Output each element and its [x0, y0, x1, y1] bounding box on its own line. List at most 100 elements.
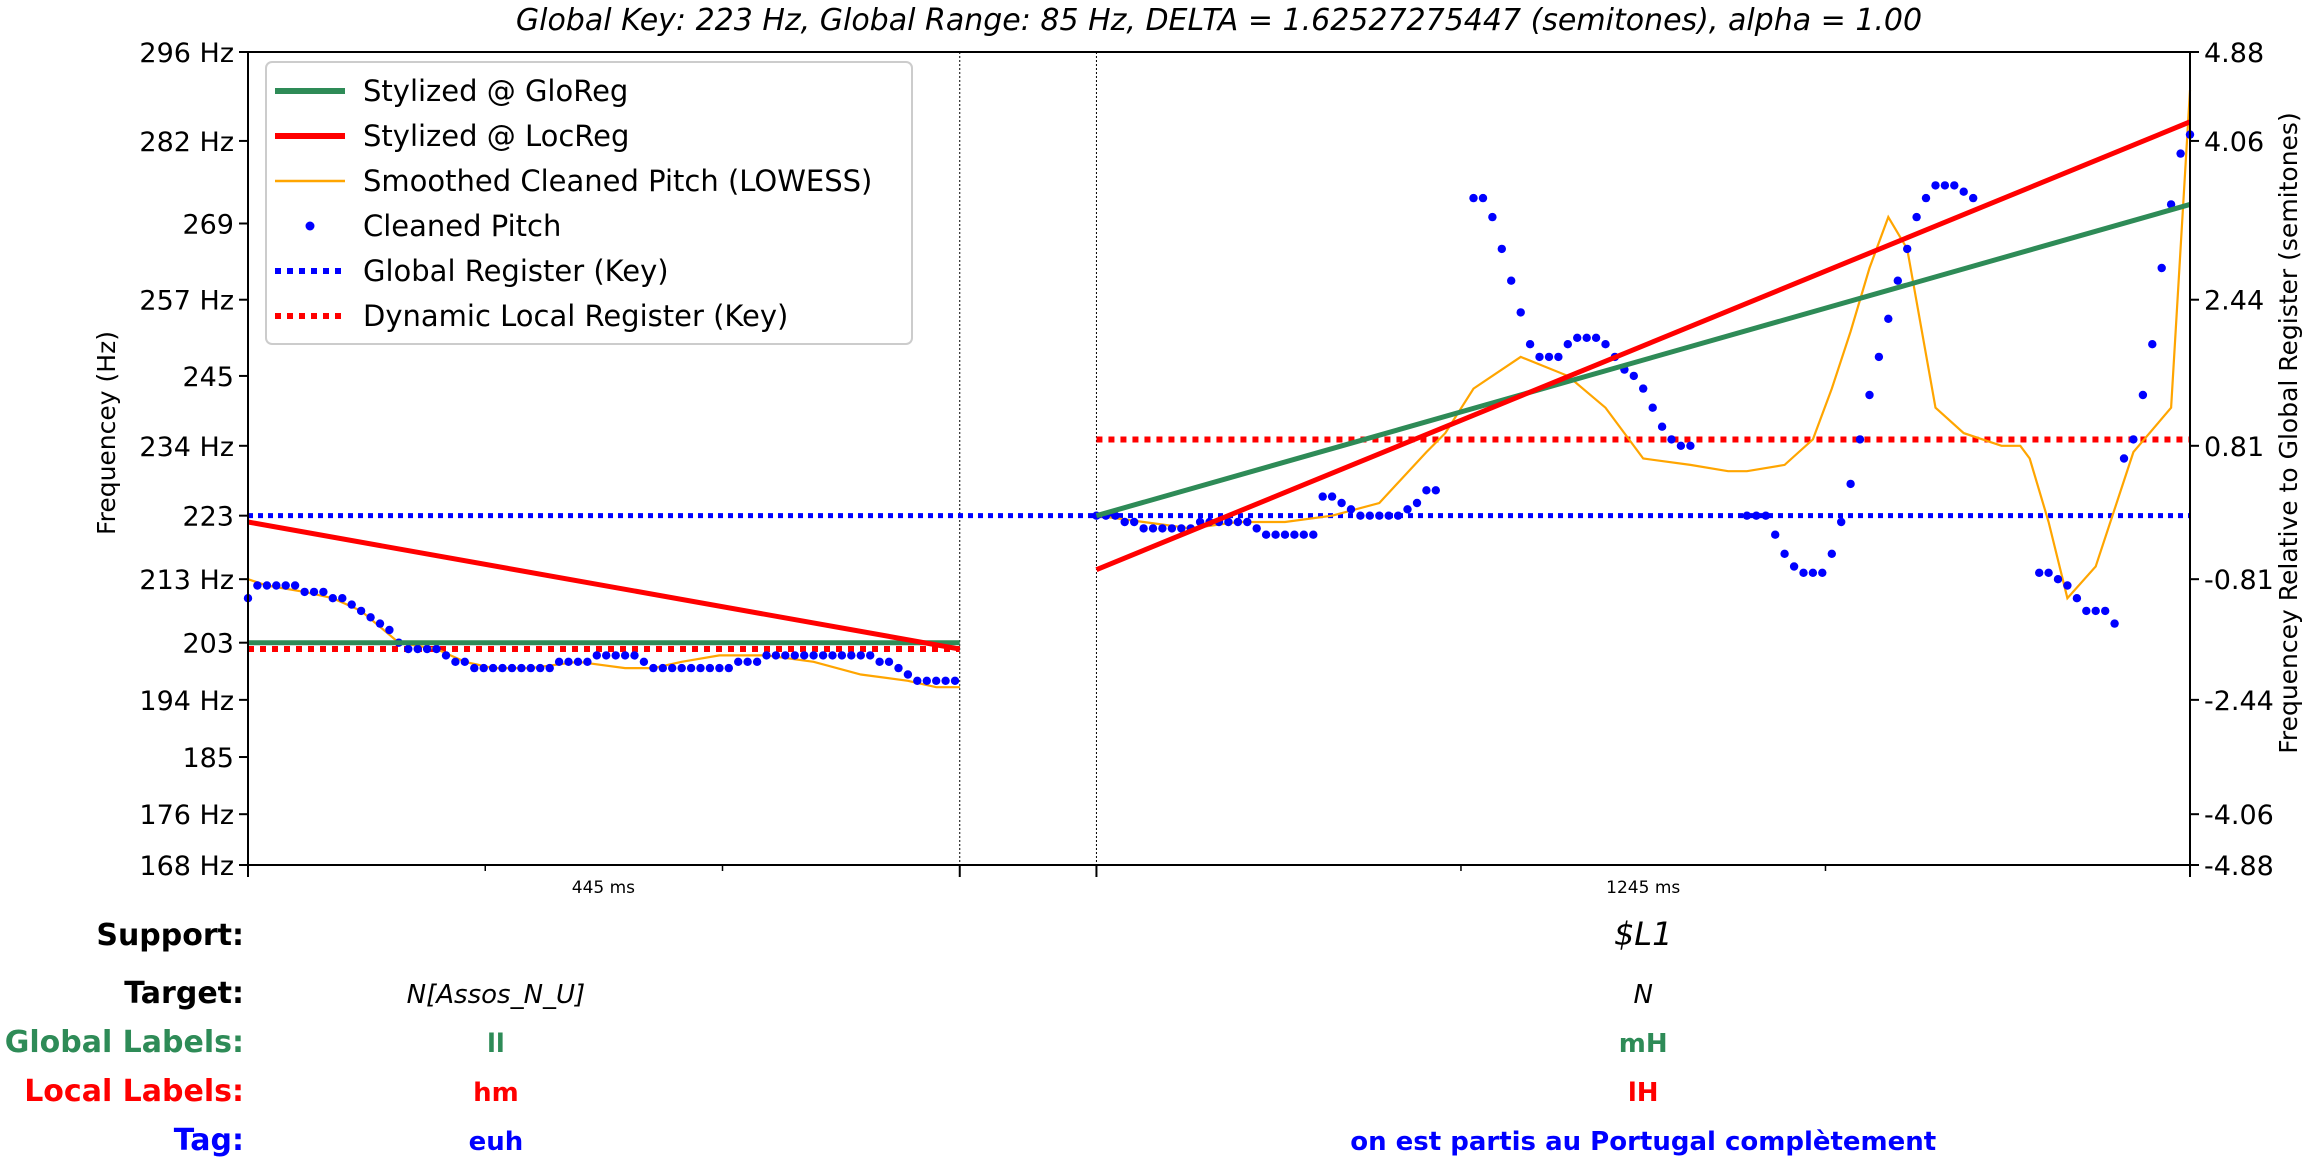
cleaned-pitch-point [620, 651, 630, 660]
row-item-label: $L1 [1614, 915, 1673, 953]
cleaned-pitch-point [1893, 276, 1903, 285]
cleaned-pitch-point [2166, 200, 2176, 209]
cleaned-pitch-point [1921, 193, 1931, 203]
cleaned-pitch-point [1111, 511, 1120, 520]
cleaned-pitch-point [1959, 187, 1968, 196]
cleaned-pitch-point [1469, 193, 1478, 203]
legend: Stylized @ GloReg Stylized @ LocReg Smooth… [265, 61, 913, 345]
cleaned-pitch-point [1752, 511, 1761, 520]
legend-entry-label: Smoothed Cleaned Pitch (LOWESS) [363, 164, 872, 198]
cleaned-pitch-point [913, 676, 922, 685]
cleaned-pitch-point [1422, 486, 1431, 495]
cleaned-pitch-point [1327, 492, 1337, 501]
cleaned-pitch-point [856, 651, 865, 660]
legend-box [265, 61, 913, 345]
row-heading: Target: [124, 976, 244, 1011]
cleaned-pitch-point [262, 581, 272, 590]
legend-entry-label: Stylized @ GloReg [363, 74, 628, 108]
cleaned-pitch-point [2138, 390, 2148, 400]
cleaned-pitch-point [309, 587, 319, 597]
cleaned-pitch-point [2091, 606, 2100, 616]
right-y-tick-label: 0.81 [2204, 432, 2264, 463]
cleaned-pitch-point [686, 663, 696, 673]
cleaned-pitch-point [385, 625, 394, 635]
cleaned-pitch-point [818, 651, 828, 660]
cleaned-pitch-point [2129, 435, 2138, 444]
cleaned-pitch-point [1516, 308, 1525, 317]
cleaned-pitch-point [1676, 441, 1686, 450]
cleaned-pitch-point [602, 651, 611, 660]
annotation-rows: Support: $L1 Target: N[Assos_N_U] N Global La… [5, 915, 1937, 1158]
row-item-label: mH [1619, 1029, 1668, 1059]
cleaned-pitch-point [338, 594, 347, 603]
row-item-label: N [1633, 980, 1652, 1010]
left-y-tick-label: 245 [182, 362, 234, 393]
cleaned-pitch-point [1337, 498, 1346, 508]
cleaned-pitch-point [1290, 530, 1299, 539]
cleaned-pitch-point [1233, 517, 1243, 527]
left-y-tick-label: 176 Hz [139, 800, 234, 831]
cleaned-pitch-point [272, 581, 281, 590]
row-item-label: euh [469, 1127, 524, 1157]
cleaned-pitch-point [1365, 511, 1375, 520]
cleaned-pitch-point [1478, 193, 1488, 203]
cleaned-pitch-point [526, 663, 535, 673]
cleaned-pitch-point [1346, 505, 1356, 514]
cleaned-pitch-point [941, 676, 950, 685]
legend-entry-label: Dynamic Local Register (Key) [363, 299, 788, 333]
cleaned-pitch-point [1818, 568, 1827, 577]
cleaned-pitch-point [1912, 212, 1921, 222]
cleaned-pitch-point [1384, 511, 1393, 520]
left-y-tick-label: 203 [182, 629, 234, 660]
cleaned-pitch-point [677, 663, 686, 673]
segment-duration-label: 445 ms [572, 878, 635, 898]
cleaned-pitch-point [536, 663, 545, 673]
cleaned-pitch-point [1148, 524, 1158, 533]
cleaned-pitch-point [724, 663, 733, 673]
cleaned-pitch-point [1884, 314, 1893, 323]
cleaned-pitch-point [545, 663, 554, 673]
stylized-gloreg-line-1 [1095, 202, 2191, 519]
cleaned-pitch-point [507, 663, 517, 673]
cleaned-pitch-point [1648, 403, 1657, 412]
cleaned-pitch-point [470, 663, 479, 673]
cleaned-pitch-point [1139, 524, 1148, 533]
right-y-axis-label: Frequencey Relative to Global Register (… [2274, 112, 2303, 753]
left-y-tick-label: 282 Hz [139, 127, 234, 158]
left-y-tick-label: 168 Hz [139, 851, 234, 882]
right-y-tick-label: -4.88 [2204, 851, 2274, 882]
cleaned-pitch-point [2063, 581, 2072, 590]
cleaned-pitch-point [356, 606, 366, 616]
cleaned-pitch-point [800, 651, 809, 660]
right-y-tick-label: -0.81 [2204, 565, 2274, 596]
cleaned-pitch-point [441, 651, 451, 660]
cleaned-pitch-point [2148, 340, 2157, 349]
cleaned-pitch-point [1488, 212, 1497, 222]
chart-title: Global Key: 223 Hz, Global Range: 85 Hz,… [516, 3, 1922, 38]
cleaned-pitch-point [2082, 606, 2091, 616]
cleaned-pitch-point [1158, 524, 1167, 533]
cleaned-pitch-point [488, 663, 498, 673]
cleaned-pitch-point [1827, 549, 1837, 558]
cleaned-pitch-point [903, 670, 913, 679]
cleaned-pitch-point [752, 657, 762, 666]
cleaned-pitch-point [451, 657, 460, 666]
cleaned-pitch-point [404, 644, 413, 654]
cleaned-pitch-point [1667, 435, 1676, 444]
cleaned-pitch-point [828, 651, 837, 660]
cleaned-pitch-point [847, 651, 856, 660]
cleaned-pitch-point [573, 657, 583, 666]
cleaned-pitch-point [705, 663, 715, 673]
cleaned-pitch-point [413, 644, 422, 654]
row-item-label: ll [487, 1029, 505, 1059]
cleaned-pitch-point [809, 651, 818, 660]
cleaned-pitch-point [1271, 530, 1280, 539]
left-y-tick-label: 223 [182, 502, 234, 533]
cleaned-pitch-point [1356, 511, 1365, 520]
cleaned-pitch-point [1120, 517, 1129, 527]
cleaned-pitch-point [932, 676, 941, 685]
cleaned-pitch-point [1177, 524, 1186, 533]
legend-entry-label: Stylized @ LocReg [363, 119, 629, 153]
cleaned-pitch-point [517, 663, 526, 673]
cleaned-pitch-point [1874, 352, 1884, 362]
